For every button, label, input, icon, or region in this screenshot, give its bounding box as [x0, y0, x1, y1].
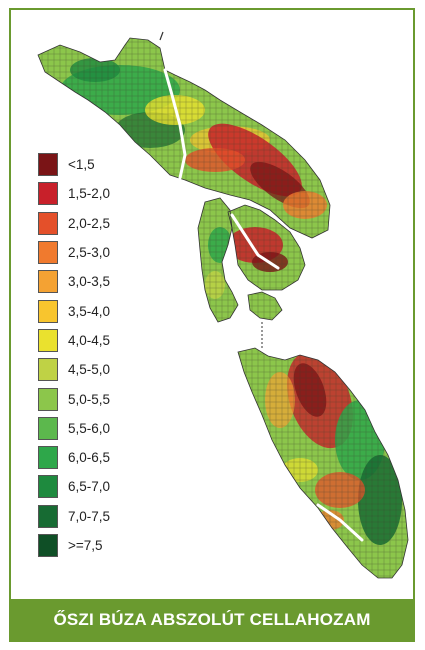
legend-swatch — [38, 182, 58, 206]
legend-label: 2,0-2,5 — [68, 215, 111, 231]
legend-label: 4,0-4,5 — [68, 332, 111, 348]
legend-swatch — [38, 475, 58, 499]
legend-swatch — [38, 358, 58, 382]
field-gaps — [163, 68, 364, 542]
legend-swatch — [38, 328, 58, 352]
legend-swatch — [38, 534, 58, 557]
legend-label: <1,5 — [68, 157, 95, 173]
legend-swatch — [38, 241, 58, 265]
legend-item: 6,5-7,0 — [38, 472, 148, 501]
legend-item: 2,5-3,0 — [38, 238, 148, 267]
legend-label: 7,0-7,5 — [68, 508, 111, 524]
legend-item: 6,0-6,5 — [38, 443, 148, 472]
legend-swatch — [38, 387, 58, 411]
legend-item: 3,0-3,5 — [38, 267, 148, 296]
legend-swatch — [38, 299, 58, 323]
legend-item: 3,5-4,0 — [38, 296, 148, 325]
legend-swatch — [38, 153, 58, 177]
legend-label: >=7,5 — [68, 538, 103, 553]
legend: <1,5 1,5-2,0 2,0-2,5 2,5-3,0 3,0-3,5 3,5-4,0 4… — [38, 150, 148, 560]
legend-item: 4,5-5,0 — [38, 355, 148, 384]
legend-item: 1,5-2,0 — [38, 179, 148, 208]
legend-label: 3,0-3,5 — [68, 274, 111, 290]
figure-caption: ŐSZI BÚZA ABSZOLÚT CELLAHOZAM — [11, 599, 413, 640]
legend-item: 2,0-2,5 — [38, 209, 148, 238]
legend-swatch — [38, 270, 58, 294]
legend-label: 3,5-4,0 — [68, 303, 111, 319]
legend-label: 5,0-5,5 — [68, 391, 111, 407]
legend-item: <1,5 — [38, 150, 148, 179]
field-outlines — [37, 37, 409, 579]
legend-label: 5,5-6,0 — [68, 420, 111, 436]
legend-item: >=7,5 — [38, 531, 148, 560]
legend-label: 1,5-2,0 — [68, 186, 111, 202]
legend-label: 6,0-6,5 — [68, 450, 111, 466]
legend-swatch — [38, 416, 58, 440]
field-marker — [159, 31, 164, 41]
legend-label: 2,5-3,0 — [68, 245, 111, 261]
legend-item: 5,5-6,0 — [38, 414, 148, 443]
legend-swatch — [38, 211, 58, 235]
legend-label: 6,5-7,0 — [68, 479, 111, 495]
legend-item: 7,0-7,5 — [38, 502, 148, 531]
legend-item: 5,0-5,5 — [38, 384, 148, 413]
legend-swatch — [38, 504, 58, 528]
legend-swatch — [38, 446, 58, 470]
legend-label: 4,5-5,0 — [68, 362, 111, 378]
legend-item: 4,0-4,5 — [38, 326, 148, 355]
